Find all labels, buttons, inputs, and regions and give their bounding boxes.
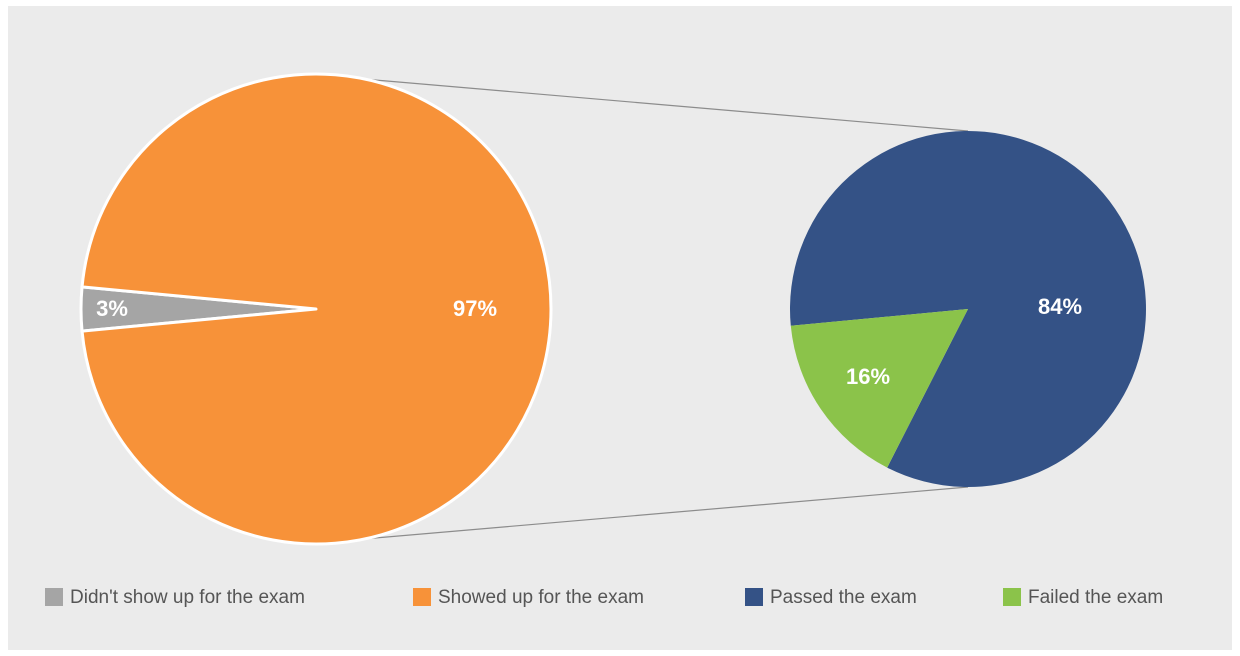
connector-line — [364, 486, 969, 540]
data-label: 16% — [846, 364, 890, 389]
legend-label: Didn't show up for the exam — [70, 587, 305, 608]
data-label: 84% — [1038, 294, 1082, 319]
legend-swatch — [45, 588, 63, 606]
data-label: 97% — [453, 296, 497, 321]
pie-slice — [790, 309, 968, 468]
data-label: 3% — [96, 296, 128, 321]
legend-label: Failed the exam — [1028, 587, 1163, 608]
legend-label: Passed the exam — [770, 587, 917, 608]
pie-slice — [80, 72, 553, 546]
legend-label: Showed up for the exam — [438, 587, 644, 608]
legend-swatch — [1003, 588, 1021, 606]
legend-swatch — [745, 588, 763, 606]
legend-swatch — [413, 588, 431, 606]
connector-line — [364, 78, 969, 132]
pie-slice — [790, 130, 1147, 487]
